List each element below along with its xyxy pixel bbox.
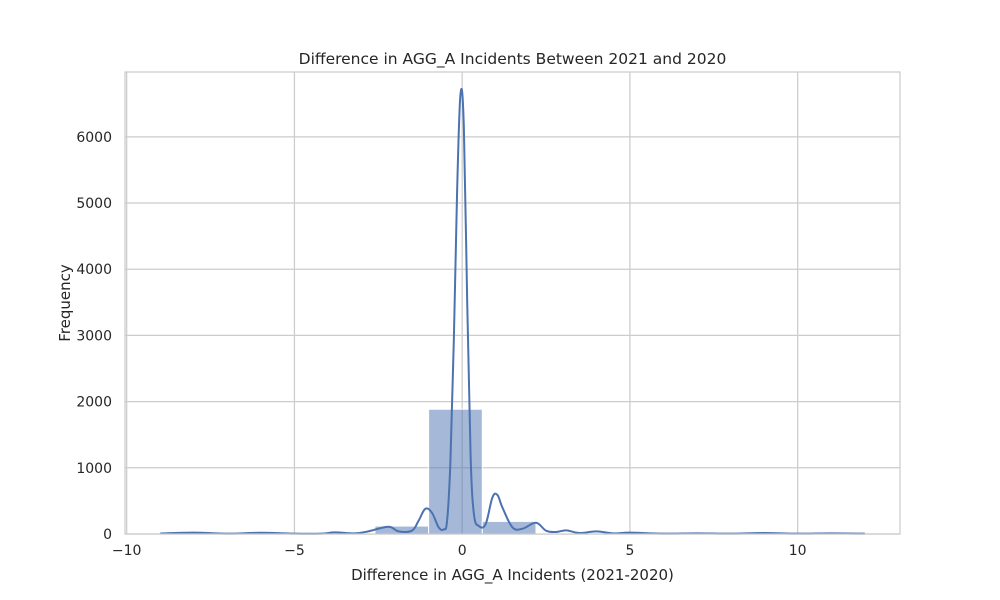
y-tick-label: 3000 xyxy=(76,328,112,344)
y-axis-title: Frequency xyxy=(56,264,74,342)
y-tick-label: 2000 xyxy=(76,395,112,411)
kde-line xyxy=(160,87,865,535)
tick-labels: −10 −5 0 5 10 0 1000 2000 3000 4000 5000 6000 xyxy=(76,130,806,559)
y-tick-label: 0 xyxy=(103,527,112,543)
kde-line-layer xyxy=(160,87,865,535)
x-tick-label: 10 xyxy=(789,543,807,559)
x-axis-title: Difference in AGG_A Incidents (2021-2020… xyxy=(351,566,674,585)
y-tick-label: 4000 xyxy=(76,262,112,278)
x-tick-label: −10 xyxy=(112,543,142,559)
y-tick-label: 1000 xyxy=(76,461,112,477)
x-tick-label: 0 xyxy=(458,543,467,559)
y-tick-label: 5000 xyxy=(76,196,112,212)
x-tick-label: 5 xyxy=(625,543,634,559)
x-tick-label: −5 xyxy=(284,543,305,559)
grid-lines xyxy=(125,72,900,535)
chart-title: Difference in AGG_A Incidents Between 20… xyxy=(299,50,727,69)
plot-frame xyxy=(124,71,901,535)
y-tick-label: 6000 xyxy=(76,130,112,146)
histogram-bars xyxy=(159,408,859,535)
